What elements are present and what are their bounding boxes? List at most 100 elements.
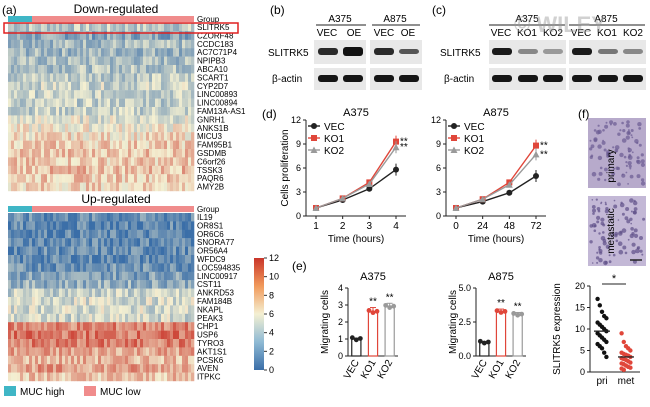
data-point bbox=[599, 346, 605, 351]
cell-nucleus bbox=[604, 124, 609, 129]
heatmap-cell bbox=[191, 246, 195, 256]
heatmap-cell bbox=[23, 149, 27, 158]
heatmap-cell bbox=[110, 288, 114, 298]
heatmap-cell bbox=[92, 271, 96, 281]
heatmap-cell bbox=[83, 313, 87, 323]
cell-nucleus bbox=[604, 209, 609, 214]
cell-nucleus bbox=[627, 183, 629, 185]
heatmap-cell bbox=[53, 280, 57, 289]
heatmap-cell bbox=[110, 355, 114, 365]
heatmap-cell bbox=[110, 263, 114, 272]
heatmap-cell bbox=[176, 23, 180, 32]
heatmap-cell bbox=[83, 246, 87, 256]
heatmap-cell bbox=[116, 355, 120, 365]
heatmap-cell bbox=[23, 39, 27, 49]
heatmap-cell bbox=[74, 65, 78, 74]
heatmap-cell bbox=[65, 73, 69, 82]
heatmap-cell bbox=[59, 339, 63, 348]
heatmap-cell bbox=[182, 39, 186, 49]
heatmap-cell bbox=[182, 81, 186, 91]
heatmap-cell bbox=[179, 213, 183, 222]
heatmap-cell bbox=[41, 364, 45, 373]
heatmap-cell bbox=[134, 23, 138, 32]
heatmap-cell bbox=[77, 305, 81, 314]
heatmap-cell bbox=[98, 123, 102, 133]
series-line bbox=[455, 153, 537, 209]
heatmap-cell bbox=[152, 98, 156, 108]
band bbox=[492, 48, 512, 55]
cell-nucleus bbox=[617, 219, 620, 221]
heatmap-cell bbox=[167, 31, 171, 40]
heatmap-cell bbox=[89, 31, 93, 40]
heatmap-cell bbox=[53, 98, 57, 108]
heatmap-cell bbox=[83, 347, 87, 356]
heatmap-cell bbox=[11, 322, 15, 331]
panel-c-letter: (c) bbox=[432, 3, 446, 17]
cell-nucleus bbox=[617, 132, 621, 136]
heatmap-cell bbox=[146, 123, 150, 133]
cell-nucleus bbox=[625, 161, 628, 164]
heatmap-cell bbox=[119, 330, 123, 340]
heatmap-cell bbox=[179, 322, 183, 331]
heatmap-cell bbox=[32, 23, 36, 32]
heatmap-cell bbox=[62, 39, 66, 49]
heatmap-cell bbox=[158, 355, 162, 365]
heatmap-cell bbox=[158, 157, 162, 166]
heatmap-cell bbox=[161, 246, 165, 256]
gene-label: OR6C6 bbox=[197, 230, 224, 239]
heatmap-cell bbox=[20, 107, 24, 116]
heatmap-cell bbox=[56, 56, 60, 66]
heatmap-cell bbox=[71, 182, 75, 192]
heatmap-cell bbox=[26, 246, 30, 256]
heatmap-cell bbox=[35, 322, 39, 331]
heatmap-cell bbox=[41, 123, 45, 133]
y-axis-label: Migrating cells bbox=[448, 290, 459, 354]
heatmap-cell bbox=[143, 213, 147, 222]
heatmap-cell bbox=[119, 322, 123, 331]
heatmap-cell bbox=[17, 330, 21, 340]
heatmap-cell bbox=[86, 115, 90, 124]
heatmap-cell bbox=[14, 288, 18, 298]
heatmap-cell bbox=[86, 174, 90, 183]
heatmap-cell bbox=[8, 221, 12, 230]
heatmap-cell bbox=[101, 98, 105, 108]
heatmap-cell bbox=[47, 313, 51, 323]
heatmap-cell bbox=[137, 305, 141, 314]
heatmap-cell bbox=[113, 255, 117, 264]
heatmap-cell bbox=[23, 213, 27, 222]
heatmap-cell bbox=[35, 280, 39, 289]
heatmap-cell bbox=[89, 238, 93, 247]
heatmap-cell bbox=[155, 73, 159, 82]
heatmap-cell bbox=[128, 132, 132, 141]
heatmap-cell bbox=[113, 39, 117, 49]
heatmap-cell bbox=[83, 355, 87, 365]
heatmap-cell bbox=[110, 73, 114, 82]
heatmap-cell bbox=[89, 115, 93, 124]
heatmap-cell bbox=[182, 330, 186, 340]
colorbar-tick-label: 12 bbox=[269, 253, 279, 263]
heatmap-cell bbox=[77, 48, 81, 57]
heatmap-cell bbox=[191, 355, 195, 365]
cell-nucleus bbox=[626, 219, 631, 224]
heatmap-cell bbox=[179, 280, 183, 289]
heatmap-cell bbox=[113, 182, 117, 192]
heatmap-cell bbox=[71, 372, 75, 382]
cell-nucleus bbox=[620, 201, 623, 204]
heatmap-cell bbox=[158, 149, 162, 158]
heatmap-cell bbox=[17, 339, 21, 348]
y-tick-label: 0 bbox=[436, 211, 441, 221]
heatmap-cell bbox=[122, 73, 126, 82]
heatmap-cell bbox=[35, 330, 39, 340]
heatmap-cell bbox=[185, 271, 189, 281]
heatmap-cell bbox=[23, 330, 27, 340]
heatmap-cell bbox=[98, 149, 102, 158]
heatmap-cell bbox=[65, 372, 69, 382]
heatmap-cell bbox=[8, 255, 12, 264]
panel-c: (c) A375 A875 VEC KO1 KO2 VEC KO1 KO2 SL… bbox=[432, 3, 646, 90]
heatmap-cell bbox=[44, 238, 48, 247]
heatmap-cell bbox=[17, 157, 21, 166]
heatmap-cell bbox=[107, 297, 111, 306]
heatmap-cell bbox=[179, 238, 183, 247]
heatmap-cell bbox=[179, 313, 183, 323]
heatmap-cell bbox=[65, 280, 69, 289]
